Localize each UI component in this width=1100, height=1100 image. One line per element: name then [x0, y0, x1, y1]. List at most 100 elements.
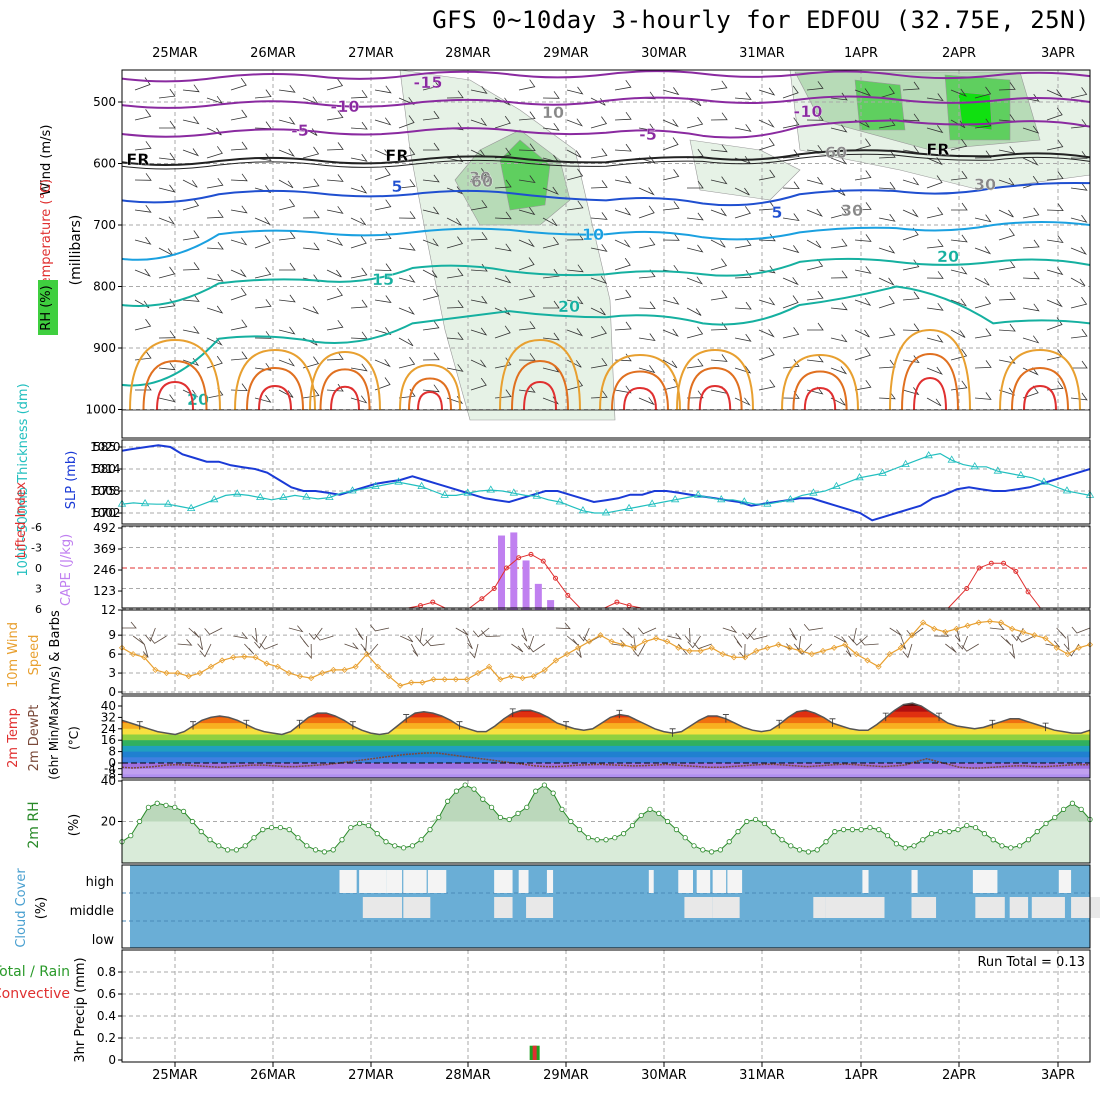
rh2m-point: [181, 808, 187, 814]
wind-barb: [518, 384, 536, 393]
rh-legend-swatch: [38, 280, 58, 335]
wind-barb: [134, 268, 151, 277]
cloud-middle-gap: [684, 897, 713, 918]
wind-barb: [900, 635, 907, 650]
wind10m-panel: 0 3 6 9: [108, 610, 1094, 699]
wind-barb: [145, 627, 156, 642]
wind-barb: [518, 143, 536, 152]
minmax-bar: [829, 718, 836, 727]
wind-barb: [734, 92, 752, 100]
wind-barb: [518, 257, 535, 271]
wind-barb: [686, 97, 702, 107]
y-tick-label: 500: [93, 95, 116, 109]
wind-barb: [1063, 635, 1070, 652]
wind-barb: [278, 179, 294, 189]
cloud-high-gap: [678, 870, 694, 893]
rh2m-point: [480, 796, 486, 802]
rh2m-point: [673, 826, 680, 833]
minmax-bar: [776, 719, 783, 729]
rh2m-point: [612, 835, 618, 841]
y-tick-label: 0: [108, 756, 116, 770]
wind-barb: [998, 228, 1015, 241]
rh2m-point: [744, 818, 750, 825]
wind-barb: [758, 87, 776, 96]
rh2m-point: [524, 804, 530, 810]
thickness-point: [855, 473, 864, 481]
wind-barb: [710, 354, 728, 362]
isotherm-line: [121, 70, 1091, 83]
wind-barb: [326, 319, 344, 331]
wind-barb: [998, 291, 1016, 301]
wind-barb: [926, 207, 944, 219]
wind-speed-point: [808, 651, 815, 658]
wind-speed-point: [797, 647, 804, 655]
thickness-point: [233, 489, 242, 497]
wind-barb: [1070, 214, 1088, 223]
minmax-bar: [243, 719, 250, 729]
wind-barb: [758, 379, 776, 391]
wind-speed-point: [719, 651, 726, 658]
thickness-point: [601, 508, 611, 516]
wind-barb: [590, 212, 608, 220]
wind-barb: [662, 119, 679, 128]
wind-barb: [542, 332, 560, 341]
lifted-index-point: [528, 551, 534, 557]
wind-barb: [854, 138, 872, 151]
wind-barb: [902, 177, 920, 186]
wind-barb: [422, 206, 440, 215]
rh2m-point: [189, 818, 195, 825]
y-tick-label: 40: [101, 774, 116, 788]
wind-barb: [230, 205, 248, 214]
cloud-high-gap: [386, 870, 403, 893]
wind-barb: [998, 355, 1016, 364]
wind-speed-point: [374, 663, 381, 670]
warm-contour: [246, 366, 304, 411]
warm-contour: [408, 377, 452, 411]
rh2m-point: [462, 782, 468, 788]
y-label-thickness: 1000~500mb Thickness (dm): [16, 383, 31, 576]
wind-barb: [355, 627, 364, 640]
minmax-bar: [989, 719, 996, 729]
date-label: 30MAR: [641, 1068, 687, 1083]
wind-barb: [132, 635, 145, 645]
slp-tick-label: 1002: [90, 506, 121, 520]
y-tick-label: 32: [101, 710, 116, 724]
temp-band: [122, 763, 1090, 770]
lifted-index-line: [469, 553, 581, 609]
rh2m-point: [1025, 837, 1032, 843]
wind-barb: [527, 643, 546, 653]
contour-label: -10: [331, 97, 360, 116]
contour-label: 10: [582, 225, 604, 244]
wind-barb: [630, 635, 637, 652]
contour-label: 30: [841, 201, 863, 220]
cloud-high-gap: [862, 870, 869, 893]
wind-barb: [614, 143, 632, 152]
wind-barb: [206, 209, 224, 219]
wind-barb: [950, 298, 967, 307]
contour-label: 15: [372, 270, 394, 289]
y-tick-label: 0.8: [97, 965, 116, 979]
wind-barb: [686, 276, 703, 285]
rh2m-point: [981, 831, 988, 837]
thickness-point: [509, 488, 519, 496]
wind-barb: [422, 238, 439, 247]
rh2m-point: [330, 847, 336, 853]
wind-speed-point: [964, 622, 971, 629]
date-label: 25MAR: [152, 1068, 198, 1083]
warm-contour: [330, 385, 360, 411]
warm-contour: [623, 386, 657, 411]
wind-barb: [374, 199, 392, 211]
cloud-high-gap: [359, 870, 387, 893]
wind-speed-point: [252, 654, 259, 661]
cloud-level-label: high: [86, 875, 114, 890]
wind-barb: [1022, 239, 1040, 249]
wind-barb: [494, 307, 511, 316]
wind-barb: [230, 319, 248, 331]
wind-barb: [1022, 157, 1039, 166]
wind-barb: [622, 627, 633, 639]
y-tick-label: 24: [101, 722, 116, 736]
wind-barb: [422, 78, 440, 91]
wind-speed-line: [121, 620, 1091, 687]
rh2m-point: [902, 845, 908, 851]
rh2m-point: [867, 824, 873, 831]
